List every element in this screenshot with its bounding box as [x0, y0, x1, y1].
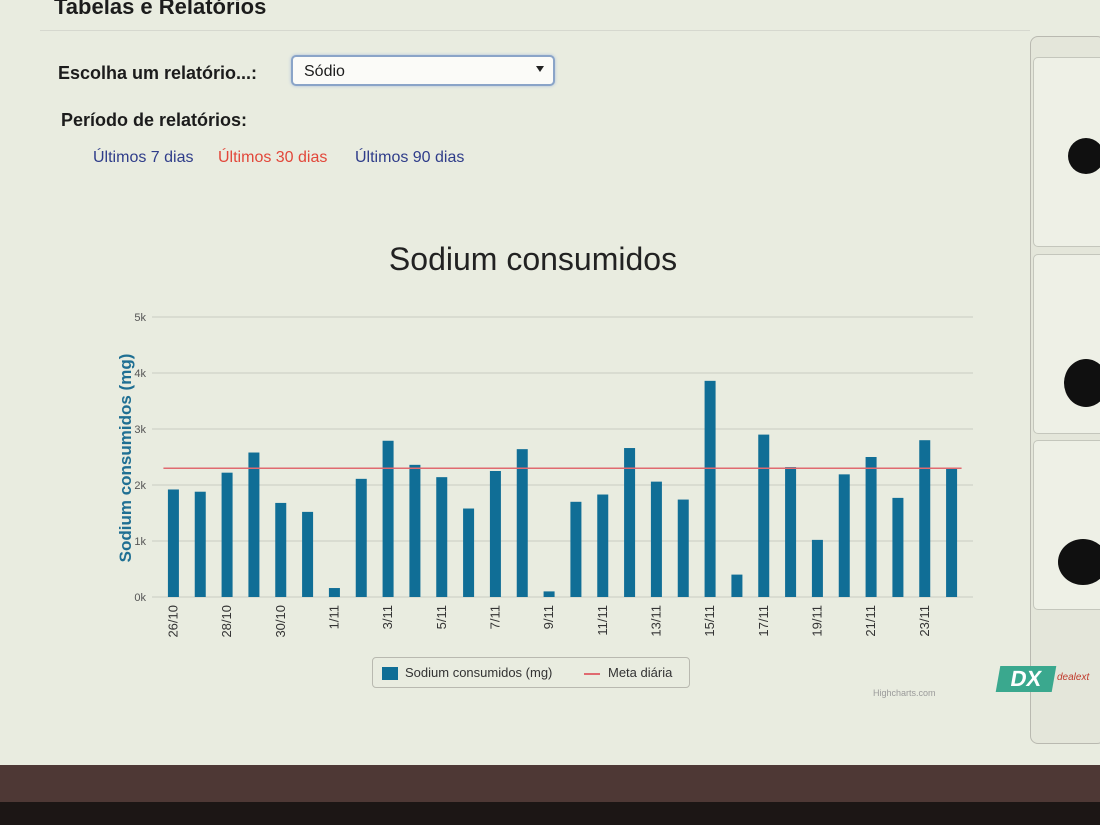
chevron-down-icon [536, 66, 544, 72]
bar[interactable] [677, 499, 689, 597]
x-tick-label: 9/11 [541, 605, 556, 629]
x-tick-label: 5/11 [434, 605, 449, 629]
page-title: Tabelas e Relatórios [54, 0, 267, 19]
chart-title: Sodium consumidos [388, 241, 678, 277]
bar[interactable] [811, 539, 823, 597]
product-image [1068, 138, 1100, 174]
bar[interactable] [275, 502, 287, 597]
y-tick-label: 1k [134, 536, 146, 548]
monitor-bezel-edge [0, 802, 1100, 825]
bar[interactable] [382, 440, 394, 597]
bar[interactable] [355, 478, 367, 597]
bar[interactable] [758, 434, 770, 597]
y-tick-label: 2k [134, 480, 146, 492]
bar[interactable] [543, 591, 555, 597]
bar[interactable] [624, 448, 636, 597]
dx-logo-text: dealext [1057, 672, 1090, 683]
ad-product-thumbnail[interactable] [1033, 254, 1100, 434]
y-tick-label: 4k [134, 368, 146, 380]
x-tick-label: 3/11 [380, 605, 395, 629]
bar[interactable] [731, 574, 743, 597]
bar[interactable] [463, 508, 475, 597]
bar[interactable] [570, 501, 582, 597]
x-tick-label: 21/11 [863, 605, 878, 637]
bar[interactable] [785, 467, 797, 597]
ad-product-thumbnail[interactable] [1033, 57, 1100, 247]
x-tick-label: 26/10 [165, 605, 180, 638]
legend-swatch-meta [584, 673, 600, 675]
x-tick-label: 19/11 [809, 605, 824, 637]
bar[interactable] [597, 494, 609, 597]
period-link-7-days[interactable]: Últimos 7 dias [93, 149, 194, 166]
bar[interactable] [919, 440, 931, 597]
product-image [1064, 359, 1100, 407]
x-tick-label: 1/11 [326, 605, 341, 629]
bar[interactable] [302, 511, 314, 597]
legend-item-meta[interactable]: Meta diária [608, 665, 673, 680]
bar[interactable] [167, 489, 179, 597]
browser-page: Tabelas e Relatórios Escolha um relatóri… [0, 0, 1100, 765]
dx-logo[interactable]: DX [995, 666, 1057, 692]
report-select-label: Escolha um relatório...: [58, 63, 258, 83]
product-image [1058, 539, 1100, 585]
bar[interactable] [409, 464, 421, 597]
period-label: Período de relatórios: [61, 110, 248, 130]
period-link-90-days[interactable]: Últimos 90 dias [355, 149, 465, 166]
x-tick-label: 7/11 [487, 605, 502, 629]
x-tick-label: 15/11 [702, 605, 717, 637]
x-tick-label: 11/11 [595, 605, 610, 636]
legend-item-sodium[interactable]: Sodium consumidos (mg) [405, 665, 553, 680]
period-link-30-days[interactable]: Últimos 30 dias [218, 149, 328, 166]
x-tick-label: 23/11 [917, 605, 932, 637]
bar[interactable] [328, 588, 340, 597]
y-tick-label: 0k [134, 592, 146, 604]
report-select-value: Sódio [304, 63, 345, 80]
title-divider [40, 30, 1030, 31]
ad-product-thumbnail[interactable] [1033, 440, 1100, 610]
bar[interactable] [704, 380, 716, 597]
bar[interactable] [194, 491, 206, 597]
bar[interactable] [248, 452, 260, 597]
bar[interactable] [865, 457, 877, 597]
y-tick-label: 5k [134, 312, 146, 324]
legend-swatch-sodium [382, 667, 398, 680]
x-tick-label: 17/11 [756, 605, 771, 637]
bar[interactable] [946, 468, 958, 597]
x-tick-label: 28/10 [219, 605, 234, 638]
chart-credits-link[interactable]: Highcharts.com [873, 688, 936, 698]
bar[interactable] [892, 497, 904, 597]
bar[interactable] [650, 481, 662, 597]
y-axis-title: Sodium consumidos (mg) [116, 354, 135, 563]
x-tick-label: 13/11 [648, 605, 663, 637]
report-select[interactable]: Sódio [291, 55, 555, 86]
chart-legend: Sodium consumidos (mg) Meta diária [372, 657, 690, 688]
bar[interactable] [516, 449, 528, 597]
bar[interactable] [436, 477, 448, 597]
y-tick-label: 3k [134, 424, 146, 436]
bar[interactable] [489, 471, 501, 597]
bar[interactable] [221, 472, 233, 597]
x-tick-label: 30/10 [273, 605, 288, 638]
sodium-chart: 0k 1k 2k 3k 4k 5k 26/10 28/10 30/10 1/11 3/11 5/11… [116, 312, 973, 638]
bar[interactable] [838, 474, 850, 597]
